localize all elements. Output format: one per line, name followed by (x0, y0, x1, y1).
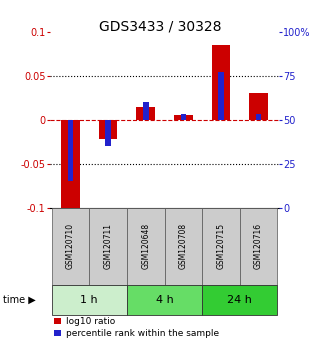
Bar (202, 208, 240, 285)
Bar (249, 93, 268, 120)
Bar (202, 285, 277, 315)
Bar (174, 115, 193, 120)
Text: GSM120708: GSM120708 (179, 223, 188, 269)
Text: GSM120711: GSM120711 (104, 223, 113, 269)
Bar (143, 102, 149, 120)
Bar (127, 285, 202, 315)
Bar (89, 208, 127, 285)
Text: 1 h: 1 h (81, 295, 98, 305)
Bar (68, 120, 73, 181)
Text: GSM120648: GSM120648 (141, 223, 150, 269)
Bar (256, 114, 261, 120)
Bar (99, 120, 117, 139)
Bar (136, 107, 155, 120)
Bar (127, 208, 164, 285)
Bar (52, 285, 127, 315)
Bar (218, 72, 224, 120)
Text: 4 h: 4 h (156, 295, 173, 305)
Text: 24 h: 24 h (227, 295, 252, 305)
Text: GSM120710: GSM120710 (66, 223, 75, 269)
Bar (212, 45, 230, 120)
Bar (164, 208, 202, 285)
Text: GSM120716: GSM120716 (254, 223, 263, 269)
Text: GDS3433 / 30328: GDS3433 / 30328 (99, 19, 222, 34)
Bar (61, 120, 80, 210)
Bar (180, 114, 186, 120)
Text: time ▶: time ▶ (3, 295, 36, 305)
Legend: log10 ratio, percentile rank within the sample: log10 ratio, percentile rank within the … (54, 318, 219, 338)
Bar (240, 208, 277, 285)
Text: GSM120715: GSM120715 (216, 223, 225, 269)
Bar (105, 120, 111, 146)
Bar (52, 208, 89, 285)
